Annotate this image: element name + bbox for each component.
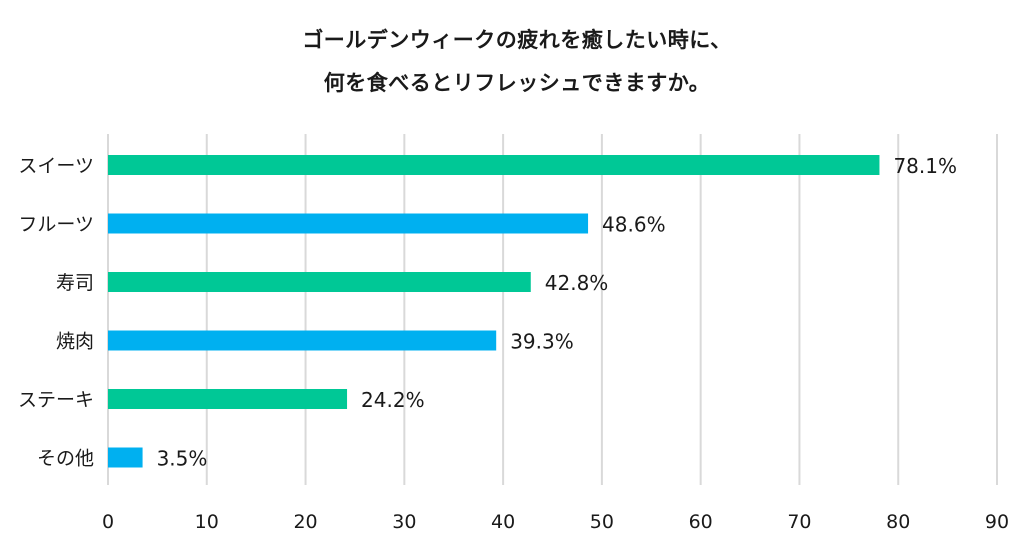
bar-5 bbox=[108, 447, 143, 468]
value-label-5: 3.5% bbox=[157, 447, 208, 471]
category-label-2: 寿司 bbox=[56, 272, 94, 294]
bar-1 bbox=[108, 213, 589, 234]
bar-4 bbox=[108, 389, 348, 409]
x-tick-label-20: 20 bbox=[293, 511, 317, 533]
bar-2 bbox=[108, 272, 531, 292]
category-label-4: ステーキ bbox=[18, 389, 94, 411]
x-tick-label-50: 50 bbox=[590, 511, 614, 533]
x-tick-label-90: 90 bbox=[985, 511, 1009, 533]
x-tick-label-10: 10 bbox=[195, 511, 219, 533]
x-tick-label-60: 60 bbox=[689, 511, 713, 533]
value-label-3: 39.3% bbox=[510, 330, 574, 354]
x-tick-label-70: 70 bbox=[787, 511, 811, 533]
x-tick-label-0: 0 bbox=[102, 511, 114, 533]
x-tick-label-80: 80 bbox=[886, 511, 910, 533]
value-label-1: 48.6% bbox=[602, 213, 666, 237]
category-label-3: 焼肉 bbox=[56, 331, 94, 353]
value-label-4: 24.2% bbox=[361, 388, 425, 412]
value-label-2: 42.8% bbox=[545, 271, 609, 295]
category-label-0: スイーツ bbox=[18, 155, 94, 177]
value-label-0: 78.1% bbox=[893, 154, 957, 178]
x-tick-label-30: 30 bbox=[392, 511, 416, 533]
category-label-1: フルーツ bbox=[18, 214, 94, 236]
bar-0 bbox=[108, 155, 880, 175]
bar-3 bbox=[108, 330, 497, 351]
chart-title-line-2: 何を食べるとリフレッシュできますか。 bbox=[323, 71, 711, 95]
x-tick-label-40: 40 bbox=[491, 511, 515, 533]
chart-title-line-1: ゴールデンウィークの疲れを癒したい時に、 bbox=[302, 28, 732, 52]
category-label-5: その他 bbox=[37, 448, 94, 470]
